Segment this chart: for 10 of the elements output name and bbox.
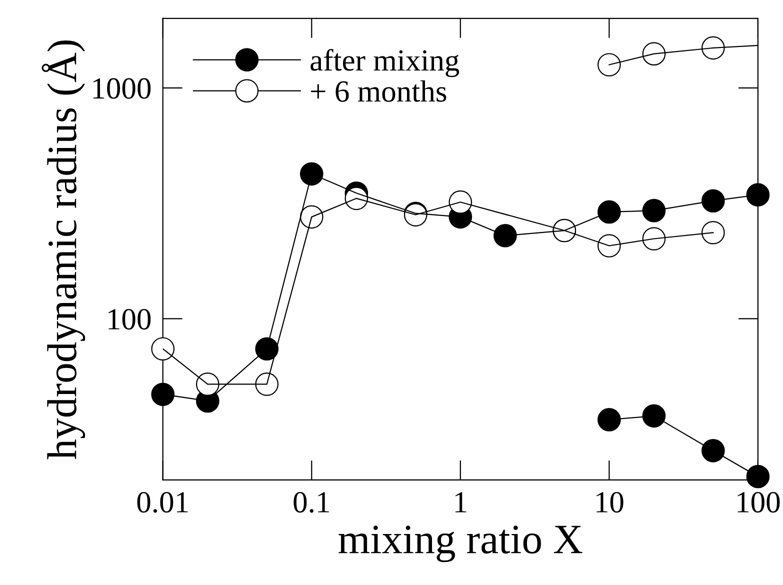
x-tick-label: 100 (738, 492, 780, 513)
y-tick-label: 1000 (93, 78, 151, 99)
x-tick-label: 0.1 (294, 492, 329, 513)
x-tick-label: 0.01 (137, 492, 188, 513)
x-axis-title: mixing ratio X (338, 526, 582, 562)
x-tick-label: 1 (455, 492, 466, 512)
legend-label: + 6 months (311, 80, 446, 102)
y-axis-title: hydrodynamic radius (Å) (42, 40, 86, 460)
x-tick-label: 10 (596, 492, 624, 513)
legend-label: after mixing (310, 48, 460, 78)
